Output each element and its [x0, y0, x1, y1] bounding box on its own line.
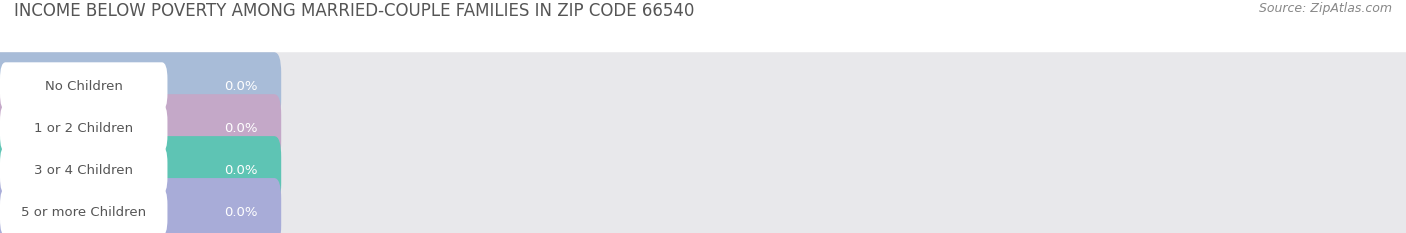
Text: Source: ZipAtlas.com: Source: ZipAtlas.com: [1258, 2, 1392, 15]
Text: 3 or 4 Children: 3 or 4 Children: [34, 164, 134, 177]
Text: 0.0%: 0.0%: [224, 164, 257, 177]
FancyBboxPatch shape: [0, 188, 167, 233]
FancyBboxPatch shape: [0, 136, 1406, 204]
FancyBboxPatch shape: [0, 94, 281, 162]
FancyBboxPatch shape: [0, 62, 167, 110]
Text: 0.0%: 0.0%: [224, 206, 257, 219]
Text: 5 or more Children: 5 or more Children: [21, 206, 146, 219]
Text: 0.0%: 0.0%: [224, 122, 257, 135]
FancyBboxPatch shape: [0, 52, 281, 120]
FancyBboxPatch shape: [0, 146, 167, 194]
Text: INCOME BELOW POVERTY AMONG MARRIED-COUPLE FAMILIES IN ZIP CODE 66540: INCOME BELOW POVERTY AMONG MARRIED-COUPL…: [14, 2, 695, 20]
FancyBboxPatch shape: [0, 52, 1406, 120]
FancyBboxPatch shape: [0, 178, 1406, 233]
FancyBboxPatch shape: [0, 136, 281, 204]
FancyBboxPatch shape: [0, 104, 167, 152]
FancyBboxPatch shape: [0, 94, 1406, 162]
Text: No Children: No Children: [45, 80, 122, 93]
Text: 1 or 2 Children: 1 or 2 Children: [34, 122, 134, 135]
FancyBboxPatch shape: [0, 178, 281, 233]
Text: 0.0%: 0.0%: [224, 80, 257, 93]
